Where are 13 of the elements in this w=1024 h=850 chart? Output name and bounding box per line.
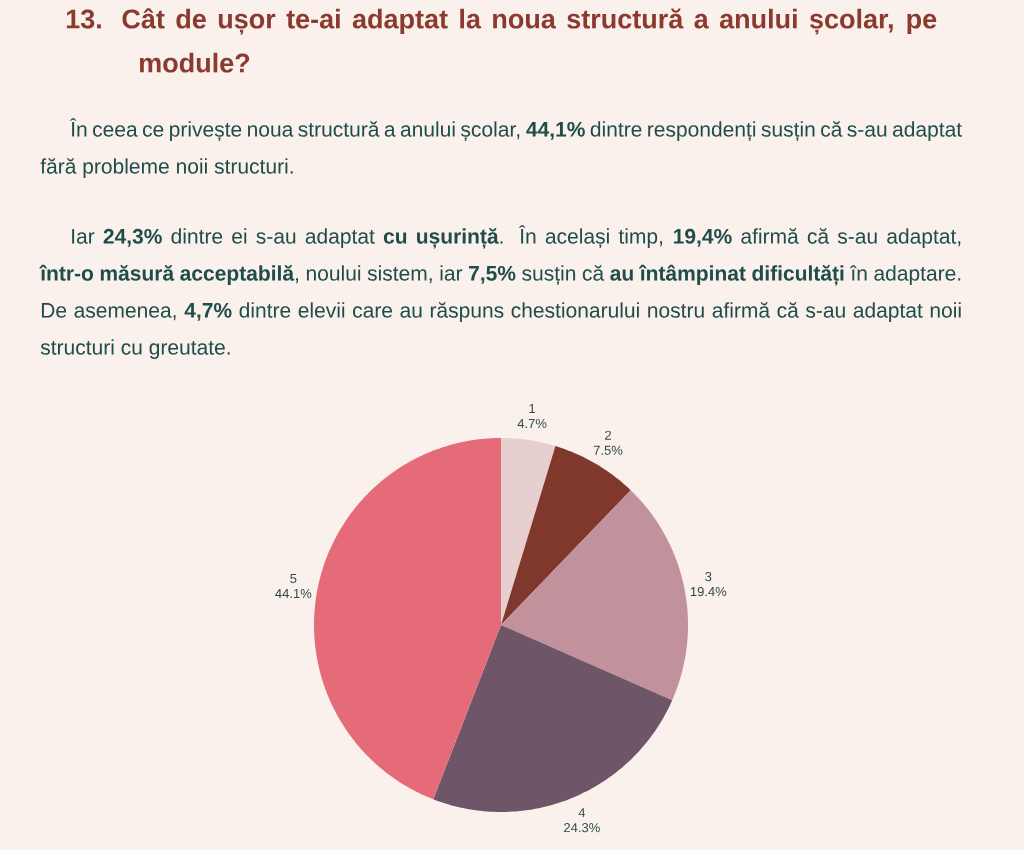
slice-label: 3 bbox=[705, 571, 712, 582]
data-label: 19.4% bbox=[690, 586, 727, 597]
chart-title: 13. Cât de ușor te-ai adaptat la noua structură a anului școlar, pe module? bbox=[66, 8, 937, 73]
text: În ceea ce privește noua structură a anului școlar, 44,1% dintre respondenți susțin că s-au adaptat fără probleme noii structuri. bbox=[40, 118, 962, 178]
slice-label: 4 bbox=[578, 808, 586, 818]
data-label: 4.7% bbox=[517, 418, 547, 428]
data-label: 7.5% bbox=[593, 445, 623, 455]
slice-label: 1 bbox=[529, 403, 536, 413]
data-label: 24.3% bbox=[564, 823, 600, 833]
slice-label: 2 bbox=[605, 430, 611, 440]
data-label: 44.1% bbox=[275, 588, 312, 599]
text: Iar 24,3% dintre ei s-au adaptat cu ușurință. În același timp, 19,4% afirmă că s-au adaptat, într-o măsură acceptabilă, noului sistem, iar 7,5% susțin că au întâmpinat dificultăți în adaptare. De asemenea, 4,7% dintre elevii care au răspuns chestionarului nostru afirmă că s-au adaptat noii structuri cu greutate. bbox=[39, 225, 961, 359]
slice-label: 5 bbox=[290, 574, 297, 584]
